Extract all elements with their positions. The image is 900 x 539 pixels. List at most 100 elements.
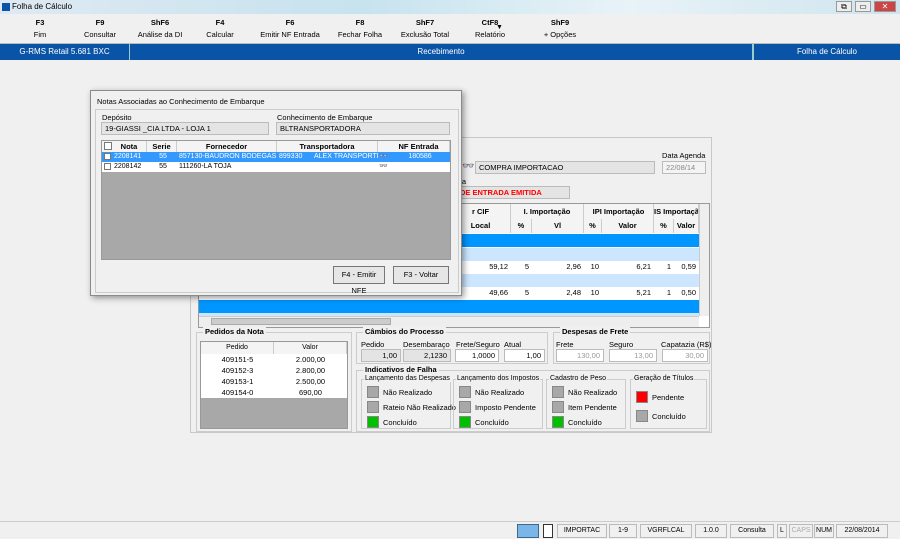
table-row[interactable]: 409151-5 2.000,00 xyxy=(201,354,347,365)
pedidos-cell: 409152-3 xyxy=(221,366,254,375)
vertical-scrollbar[interactable] xyxy=(699,204,709,316)
select-all-checkbox[interactable] xyxy=(104,142,112,150)
grid-cell: 5 xyxy=(524,262,529,271)
capatazia-field[interactable]: 30,00 xyxy=(662,349,708,362)
status-field: L xyxy=(777,524,787,538)
dropdown-arrow-icon[interactable]: ▼ xyxy=(496,24,503,31)
status-field: NUM xyxy=(814,524,834,538)
notas-cell: 857130-BAUDRON BODEGAS xyxy=(179,153,277,160)
notas-dialog: Notas Associadas ao Conhecimento de Emba… xyxy=(90,90,462,296)
status-label: Item Pendente xyxy=(568,403,617,412)
toolbar-key: ShF6 xyxy=(150,18,170,27)
row-checkbox[interactable] xyxy=(104,163,111,170)
data-agenda-field: 22/08/14 xyxy=(662,161,706,174)
module-bar: G-RMS Retail 5.681 BXC Recebimento Folha… xyxy=(0,44,900,60)
grid-group-header: IS Importaçã xyxy=(654,204,699,219)
grid-cell: 6,21 xyxy=(636,262,651,271)
frete-field[interactable]: 130,00 xyxy=(556,349,604,362)
toolbar-key: F3 xyxy=(35,18,45,27)
status-indicator xyxy=(367,401,379,413)
toolbar-button-consultar[interactable]: F9 Consultar xyxy=(60,17,140,41)
emitir-nfe-button[interactable]: F4 - Emitir NFE xyxy=(333,266,385,295)
grid-cell: 5,21 xyxy=(636,288,651,297)
scrollbar-thumb[interactable] xyxy=(211,318,391,325)
grid-header: Local xyxy=(451,219,511,233)
pedidos-group: Pedidos da Nota Pedido Valor 409151-5 2.000… xyxy=(196,327,352,432)
frete-seguro-field[interactable]: 1,0000 xyxy=(455,349,499,362)
toolbar-button--op-es[interactable]: ShF9 + Opções xyxy=(520,17,600,41)
table-row[interactable] xyxy=(199,300,699,313)
table-row[interactable]: 409154-0 690,00 xyxy=(201,387,347,398)
status-label: Concluído xyxy=(568,418,602,427)
pedidos-cell: 690,00 xyxy=(299,388,322,397)
toolbar-button-an-lise-da-di[interactable]: ShF6 Análise da DI xyxy=(120,17,200,41)
situacao-field: DE ENTRADA EMITIDA xyxy=(456,186,570,199)
deposito-field: 19-GIASSI _CIA LTDA - LOJA 1 xyxy=(101,122,269,135)
notas-table[interactable]: Nota Serie Fornecedor Transportadora NF Entr… xyxy=(101,140,451,260)
status-label: Concluído xyxy=(475,418,509,427)
horizontal-scrollbar[interactable] xyxy=(199,316,699,327)
pedido-label: Pedido xyxy=(361,340,385,349)
status-indicator xyxy=(459,401,471,413)
falha-title: Indicativos de Falha xyxy=(363,365,439,374)
cambios-group: Câmbios do Processo Pedido Desembaraço F… xyxy=(356,327,548,364)
status-indicator xyxy=(367,416,379,428)
toolbar-label: Análise da DI xyxy=(137,30,183,39)
deposito-label: Depósito xyxy=(102,113,132,122)
toolbar-label: Calcular xyxy=(206,30,234,39)
grid-header: Valor xyxy=(602,219,654,233)
binoculars-icon[interactable]: 👓 xyxy=(379,163,388,170)
status-indicator xyxy=(552,416,564,428)
grid-cell: 49,66 xyxy=(489,288,508,297)
despesas-group: Despesas de Frete Frete Seguro Capatazia… xyxy=(553,327,711,364)
falha-group: Indicativos de Falha Lançamento das Desp… xyxy=(356,365,710,432)
status-indicator xyxy=(459,416,471,428)
toolbar-button-relat-rio[interactable]: CtF8 Relatório xyxy=(450,17,530,41)
grid-cell: 2,48 xyxy=(566,288,581,297)
toolbar-key: CtF8 xyxy=(481,18,499,27)
notas-cell: 111260-LA TOJA xyxy=(179,163,232,170)
status-indicator xyxy=(459,386,471,398)
toolbar-label: Consultar xyxy=(83,30,117,39)
frete-seguro-label: Frete/Seguro xyxy=(456,340,500,349)
toolbar-button-exclus-o-total[interactable]: ShF7 Exclusão Total xyxy=(385,17,465,41)
restore-button[interactable]: ⧉ xyxy=(836,1,852,12)
falha-subgroup-title: Lançamento dos Impostos xyxy=(456,375,541,382)
table-row[interactable]: 59,12 5 2,96 10 6,21 1 0,59 xyxy=(199,261,699,273)
toolbar-button-fechar-folha[interactable]: F8 Fechar Folha xyxy=(320,17,400,41)
toolbar-key: F8 xyxy=(355,18,365,27)
table-row[interactable]: 49,66 5 2,48 10 5,21 1 0,50 xyxy=(199,287,699,299)
pedidos-cell: 2.000,00 xyxy=(295,355,326,364)
grid-header: Valor xyxy=(674,219,699,233)
pedidos-cell: 409153-1 xyxy=(221,377,254,386)
table-row[interactable]: 2208142 55 111260-LA TOJA 👓 xyxy=(102,162,450,172)
atual-field[interactable]: 1,00 xyxy=(504,349,545,362)
row-checkbox[interactable] xyxy=(104,153,111,160)
grid-header: % xyxy=(654,219,674,233)
notas-cell: 2208142 xyxy=(114,163,142,170)
binoculars-icon[interactable]: 👓 xyxy=(462,161,475,172)
toolbar-button-emitir-nf-entrada[interactable]: F6 Emitir NF Entrada xyxy=(250,17,330,41)
binoculars-icon[interactable]: 👓 xyxy=(379,153,388,160)
close-button[interactable]: ✕ xyxy=(874,1,896,12)
status-field: VGRFLCAL xyxy=(640,524,692,538)
screen-name: Folha de Cálculo xyxy=(753,44,900,60)
conhecimento-label: Conhecimento de Embarque xyxy=(277,113,373,122)
grid-group-header: r CIF xyxy=(451,204,511,219)
seguro-field[interactable]: 13,00 xyxy=(609,349,657,362)
falha-subgroup-title: Cadastro de Peso xyxy=(549,375,608,382)
table-row[interactable]: 409153-1 2.500,00 xyxy=(201,376,347,387)
table-row[interactable]: 409152-3 2.800,00 xyxy=(201,365,347,376)
toolbar-label: + Opções xyxy=(543,30,577,39)
title-bar: Folha de Cálculo ⧉ ▭ ✕ xyxy=(0,0,900,14)
dialog-title: Notas Associadas ao Conhecimento de Emba… xyxy=(97,97,265,106)
toolbar-label: Fechar Folha xyxy=(337,30,383,39)
table-row[interactable]: 2208141 55 857130-BAUDRON BODEGAS 899330 ALE… xyxy=(102,152,450,162)
toolbar-key: F9 xyxy=(95,18,105,27)
maximize-button[interactable]: ▭ xyxy=(855,1,871,12)
pedidos-table[interactable]: Pedido Valor 409151-5 2.000,00 409152-3 2.800… xyxy=(200,341,348,429)
toolbar-button-calcular[interactable]: F4 Calcular xyxy=(180,17,260,41)
voltar-button[interactable]: F3 - Voltar xyxy=(393,266,449,284)
grid-cell: 10 xyxy=(590,288,599,297)
toolbar-button-fim[interactable]: F3 Fim xyxy=(0,17,80,41)
